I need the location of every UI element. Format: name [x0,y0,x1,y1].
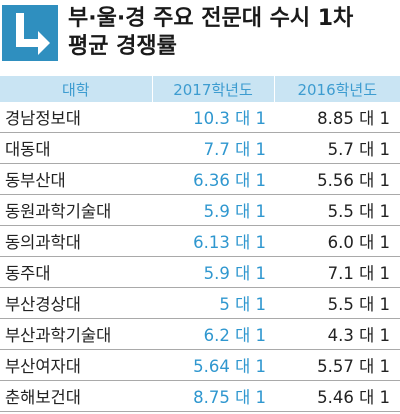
rate-2016: 8.85 대 1 [274,102,400,133]
table-row: 동의과학대 6.13 대 1 6.0 대 1 [0,225,400,257]
rate-2017: 8.75 대 1 [152,380,274,412]
rate-2017: 5.9 대 1 [152,194,274,226]
rate-2016: 7.1 대 1 [274,256,400,288]
arrow-down-right-icon [2,5,58,61]
title-line-2: 평균 경쟁률 [68,34,177,59]
rate-2016: 5.7 대 1 [274,132,400,164]
table-row: 부산과학기술대 6.2 대 1 4.3 대 1 [0,318,400,350]
header: 부·울·경 주요 전문대 수시 1차 평균 경쟁률 [0,0,400,70]
table-row: 대동대 7.7 대 1 5.7 대 1 [0,132,400,164]
rate-2016: 5.56 대 1 [274,163,400,195]
column-header-2017: 2017학년도 [152,76,275,102]
university-name: 춘해보건대 [0,380,152,412]
table-row: 부산경상대 5 대 1 5.5 대 1 [0,287,400,319]
university-name: 동원과학기술대 [0,194,152,226]
rate-2017: 5 대 1 [152,287,274,319]
university-name: 동부산대 [0,163,152,195]
table-row: 경남정보대 10.3 대 1 8.85 대 1 [0,102,400,133]
rate-2017: 5.9 대 1 [152,256,274,288]
university-name: 부산과학기술대 [0,318,152,350]
university-name: 경남정보대 [0,102,152,133]
rate-2017: 5.64 대 1 [152,349,274,381]
rate-2016: 5.5 대 1 [274,287,400,319]
column-header-university: 대학 [0,76,153,102]
table-row: 부산여자대 5.64 대 1 5.57 대 1 [0,349,400,381]
rate-2016: 4.3 대 1 [274,318,400,350]
university-name: 동주대 [0,256,152,288]
rate-2017: 6.36 대 1 [152,163,274,195]
column-header-2016: 2016학년도 [274,76,400,102]
university-name: 대동대 [0,132,152,164]
rate-2017: 10.3 대 1 [152,102,274,133]
competition-rate-table: 대학 2017학년도 2016학년도 경남정보대 10.3 대 1 8.85 대… [0,76,400,412]
university-name: 동의과학대 [0,225,152,257]
table-header-row: 대학 2017학년도 2016학년도 [0,76,400,102]
university-name: 부산경상대 [0,287,152,319]
rate-2017: 7.7 대 1 [152,132,274,164]
rate-2016: 6.0 대 1 [274,225,400,257]
rate-2016: 5.46 대 1 [274,380,400,412]
table-row: 동주대 5.9 대 1 7.1 대 1 [0,256,400,288]
table-row: 동원과학기술대 5.9 대 1 5.5 대 1 [0,194,400,226]
rate-2017: 6.2 대 1 [152,318,274,350]
rate-2016: 5.5 대 1 [274,194,400,226]
title-line-1: 부·울·경 주요 전문대 수시 1차 [68,6,354,31]
rate-2016: 5.57 대 1 [274,349,400,381]
university-name: 부산여자대 [0,349,152,381]
table-row: 동부산대 6.36 대 1 5.56 대 1 [0,163,400,195]
table-row: 춘해보건대 8.75 대 1 5.46 대 1 [0,380,400,412]
rate-2017: 6.13 대 1 [152,225,274,257]
